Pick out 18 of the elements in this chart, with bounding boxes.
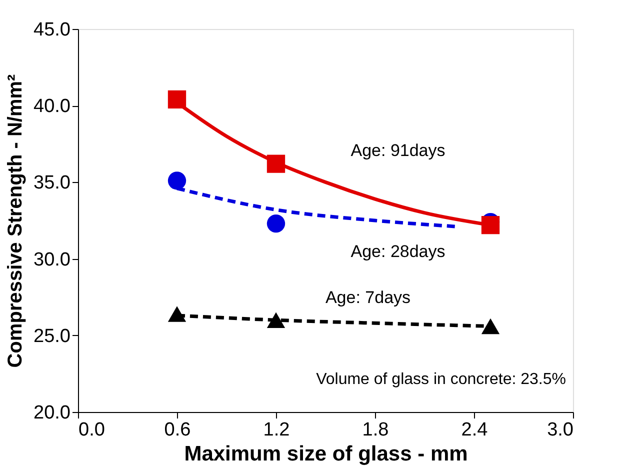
y-tick-label: 45.0 — [34, 20, 70, 40]
x-tick-label: 1.2 — [263, 420, 290, 440]
x-tick-label: 3.0 — [547, 420, 574, 440]
y-tick-label: 25.0 — [34, 326, 70, 347]
x-tick-label: 2.4 — [461, 420, 488, 440]
y-axis-title: Compressive Strength - N/mm² — [4, 74, 27, 368]
y-tick-label: 35.0 — [34, 172, 70, 194]
x-tick-label: 1.8 — [362, 420, 389, 440]
annotation: Volume of glass in concrete: 23.5% — [316, 371, 566, 388]
annotation: Age: 28days — [350, 242, 446, 261]
y-tick-label: 30.0 — [34, 249, 70, 270]
y-tick-label: 20.0 — [34, 402, 70, 424]
x-tick-label: 0.6 — [164, 420, 191, 440]
x-axis-title: Maximum size of glass - mm — [184, 442, 468, 466]
y-tick-label: 40.0 — [34, 96, 70, 118]
annotation: Age: 91days — [350, 141, 446, 160]
annotation: Age: 7days — [325, 288, 411, 307]
x-tick-label: 0.0 — [78, 420, 105, 440]
